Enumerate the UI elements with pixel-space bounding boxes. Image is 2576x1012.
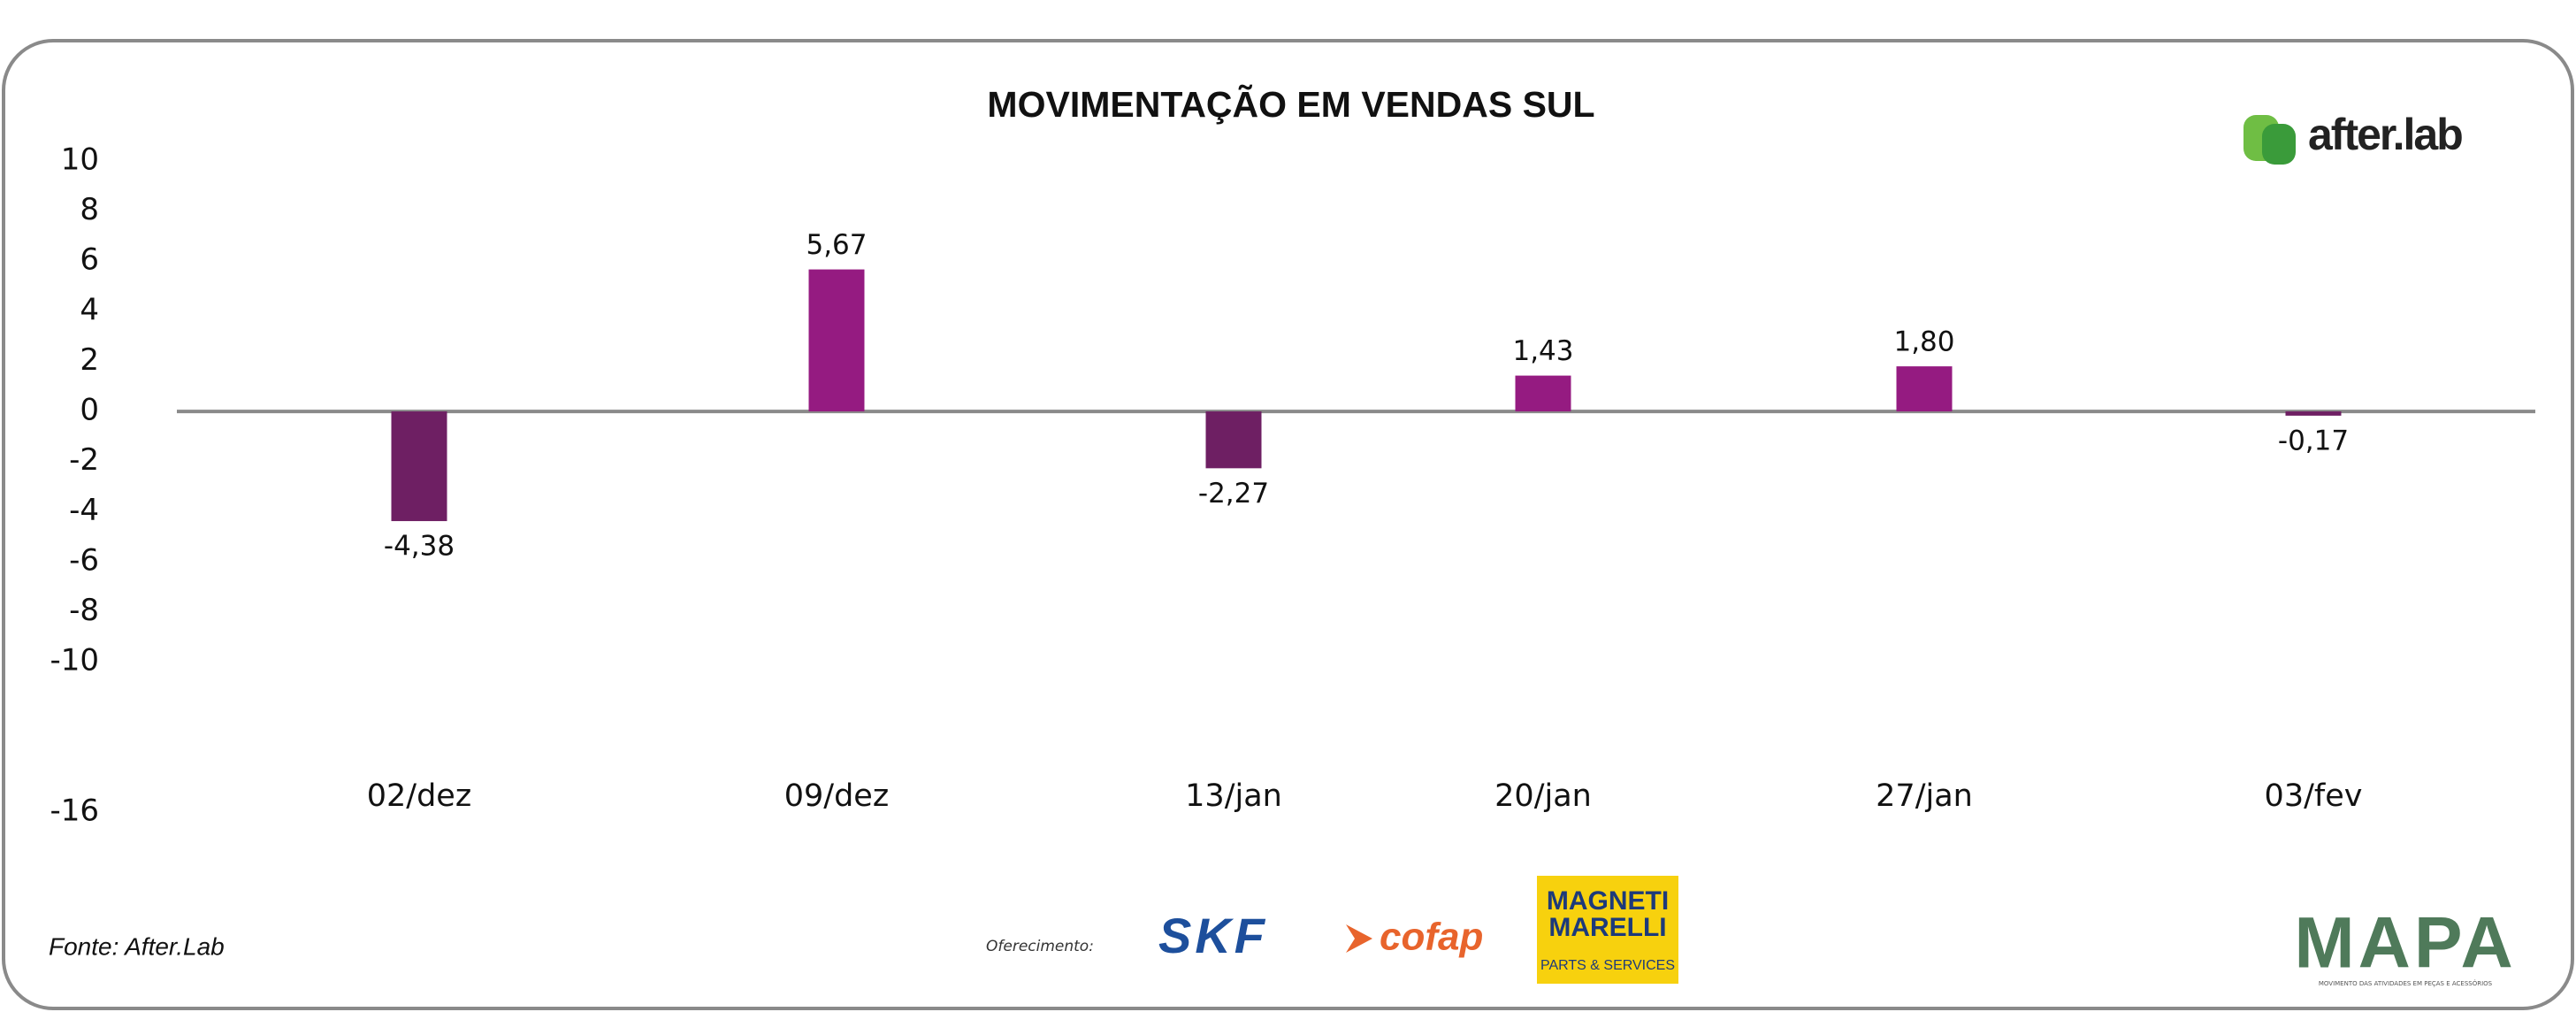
bar bbox=[2285, 411, 2342, 416]
mapa-logo: MAPA bbox=[2294, 903, 2516, 984]
bar bbox=[808, 269, 865, 412]
y-tick-label: -8 bbox=[69, 593, 99, 628]
y-tick-label: -16 bbox=[50, 794, 99, 829]
after-lab-logo: after.lab bbox=[2243, 110, 2464, 165]
y-tick-label: -2 bbox=[69, 442, 99, 478]
value-label: -4,38 bbox=[384, 531, 455, 563]
value-label: 5,67 bbox=[806, 229, 867, 261]
source: Fonte: After.Lab bbox=[49, 932, 225, 960]
logo-shape bbox=[2262, 124, 2296, 165]
x-tick-label: 20/jan bbox=[1494, 778, 1592, 814]
value-label: -0,17 bbox=[2278, 425, 2349, 456]
y-tick-label: 2 bbox=[80, 342, 99, 378]
bar bbox=[391, 411, 447, 522]
value-label: -2,27 bbox=[1198, 478, 1269, 510]
sponsor-marelli: MAGNETI bbox=[1547, 886, 1669, 916]
x-tick-label: 13/jan bbox=[1185, 778, 1282, 814]
y-tick-label: -6 bbox=[69, 542, 99, 578]
chart-title: MOVIMENTAÇÃO EM VENDAS SUL bbox=[987, 84, 1594, 125]
sponsor-marelli: PARTS & SERVICES bbox=[1540, 958, 1675, 973]
y-tick-label: 10 bbox=[61, 142, 99, 178]
x-tick-label: 27/jan bbox=[1876, 778, 1973, 814]
y-tick-label: 8 bbox=[80, 192, 99, 227]
value-label: 1,80 bbox=[1893, 326, 1954, 358]
card bbox=[2, 39, 2574, 1010]
sponsor-cofap: cofap bbox=[1380, 916, 1483, 959]
sponsor-skf: SKF bbox=[1158, 908, 1268, 963]
y-tick-label: 6 bbox=[80, 242, 99, 278]
sponsor-marelli: MARELLI bbox=[1548, 913, 1666, 942]
y-tick-label: -10 bbox=[50, 643, 99, 678]
bar bbox=[1896, 366, 1953, 412]
x-tick-label: 09/dez bbox=[784, 778, 889, 814]
bar bbox=[1205, 411, 1262, 469]
y-tick-label: -4 bbox=[69, 493, 99, 528]
x-tick-label: 03/fev bbox=[2265, 778, 2363, 814]
mapa-tagline: MOVIMENTO DAS ATIVIDADES EM PEÇAS E ACES… bbox=[2319, 979, 2493, 987]
value-label: 1,43 bbox=[1512, 335, 1573, 367]
marelli-box bbox=[1537, 876, 1678, 984]
y-tick-label: 0 bbox=[80, 393, 99, 428]
cofap-icon bbox=[1346, 924, 1372, 953]
logo-text: after.lab bbox=[2308, 110, 2462, 159]
x-tick-label: 02/dez bbox=[367, 778, 471, 814]
sponsor-label: Oferecimento: bbox=[986, 938, 1094, 955]
y-tick-label: 4 bbox=[80, 292, 99, 327]
bar bbox=[1515, 375, 1571, 412]
